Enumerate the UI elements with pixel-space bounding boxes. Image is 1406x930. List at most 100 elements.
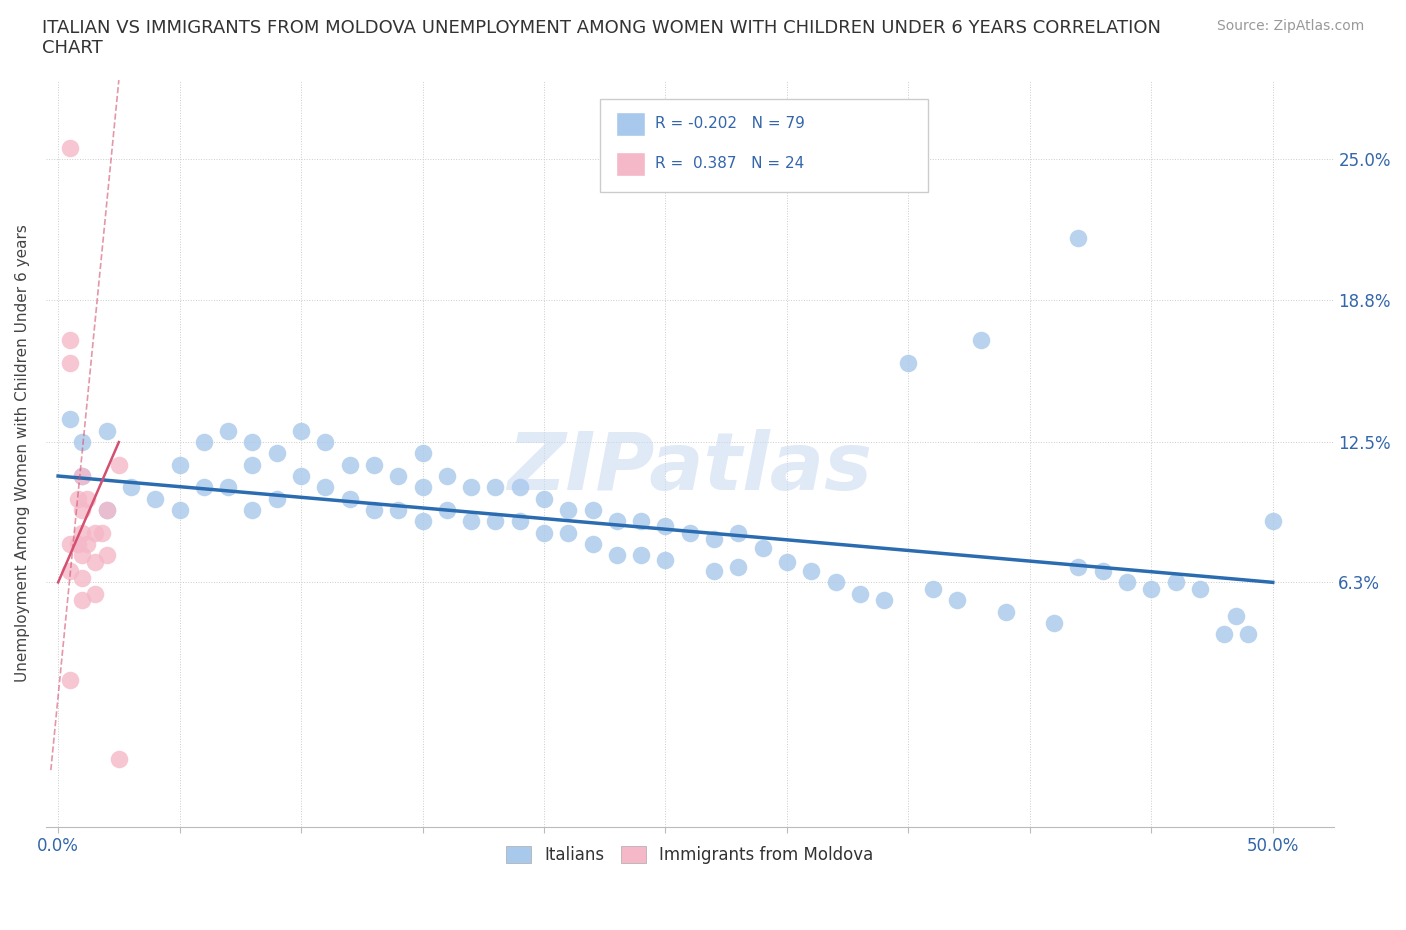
Point [484, 514, 506, 529]
Point [509, 514, 531, 529]
Point [1067, 231, 1090, 246]
Point [873, 593, 896, 608]
Point [703, 532, 725, 547]
Point [314, 434, 336, 449]
Point [120, 480, 142, 495]
Point [59, 412, 82, 427]
Point [412, 446, 434, 461]
Text: Source: ZipAtlas.com: Source: ZipAtlas.com [1216, 19, 1364, 33]
Point [679, 525, 702, 540]
Point [533, 525, 555, 540]
Point [630, 514, 652, 529]
Point [169, 502, 191, 517]
Point [66, 537, 89, 551]
Point [96, 548, 118, 563]
Point [703, 564, 725, 578]
Point [72, 593, 94, 608]
Point [72, 548, 94, 563]
Point [533, 491, 555, 506]
Point [654, 518, 676, 533]
Point [96, 502, 118, 517]
Point [1261, 514, 1284, 529]
Point [994, 604, 1017, 619]
Point [59, 355, 82, 370]
Point [59, 333, 82, 348]
Point [630, 548, 652, 563]
Point [970, 333, 993, 348]
Point [412, 480, 434, 495]
Point [1140, 581, 1163, 596]
Point [509, 480, 531, 495]
Point [557, 525, 579, 540]
Point [654, 552, 676, 567]
Point [557, 502, 579, 517]
FancyBboxPatch shape [616, 113, 645, 136]
Point [217, 423, 239, 438]
Point [242, 434, 264, 449]
Point [66, 491, 89, 506]
Point [897, 355, 920, 370]
Point [581, 502, 603, 517]
Point [1164, 575, 1187, 590]
Point [314, 480, 336, 495]
Point [412, 514, 434, 529]
Point [59, 672, 82, 687]
Point [581, 537, 603, 551]
Point [242, 502, 264, 517]
Point [193, 480, 215, 495]
Point [387, 469, 409, 484]
Point [751, 541, 773, 556]
Point [1213, 627, 1236, 642]
Legend: Italians, Immigrants from Moldova: Italians, Immigrants from Moldova [499, 839, 880, 870]
Point [83, 525, 105, 540]
FancyBboxPatch shape [616, 152, 645, 176]
Point [59, 140, 82, 155]
Point [72, 525, 94, 540]
Point [387, 502, 409, 517]
Point [290, 469, 312, 484]
Point [108, 751, 131, 766]
Point [800, 564, 823, 578]
Point [72, 469, 94, 484]
Point [849, 586, 872, 601]
Point [339, 491, 361, 506]
Point [290, 423, 312, 438]
Y-axis label: Unemployment Among Women with Children Under 6 years: Unemployment Among Women with Children U… [15, 224, 30, 683]
Point [108, 458, 131, 472]
Point [824, 575, 846, 590]
Point [96, 423, 118, 438]
Point [76, 537, 98, 551]
Text: R = -0.202   N = 79: R = -0.202 N = 79 [655, 116, 804, 131]
Text: R =  0.387   N = 24: R = 0.387 N = 24 [655, 156, 804, 171]
Point [727, 525, 749, 540]
Point [72, 570, 94, 585]
Point [72, 469, 94, 484]
Point [436, 469, 458, 484]
Point [242, 458, 264, 472]
Point [169, 458, 191, 472]
Point [96, 502, 118, 517]
Point [363, 458, 385, 472]
Point [76, 491, 98, 506]
Point [59, 564, 82, 578]
Text: ITALIAN VS IMMIGRANTS FROM MOLDOVA UNEMPLOYMENT AMONG WOMEN WITH CHILDREN UNDER : ITALIAN VS IMMIGRANTS FROM MOLDOVA UNEMP… [42, 19, 1161, 58]
FancyBboxPatch shape [599, 99, 928, 193]
Point [436, 502, 458, 517]
Point [266, 446, 288, 461]
Point [1091, 564, 1114, 578]
Point [946, 593, 969, 608]
Point [727, 559, 749, 574]
Text: ZIPatlas: ZIPatlas [508, 430, 872, 508]
Point [1043, 616, 1066, 631]
Point [90, 525, 112, 540]
Point [484, 480, 506, 495]
Point [72, 502, 94, 517]
Point [606, 548, 628, 563]
Point [1116, 575, 1139, 590]
Point [1237, 627, 1260, 642]
Point [83, 554, 105, 569]
Point [1188, 581, 1211, 596]
Point [776, 554, 799, 569]
Point [83, 586, 105, 601]
Point [363, 502, 385, 517]
